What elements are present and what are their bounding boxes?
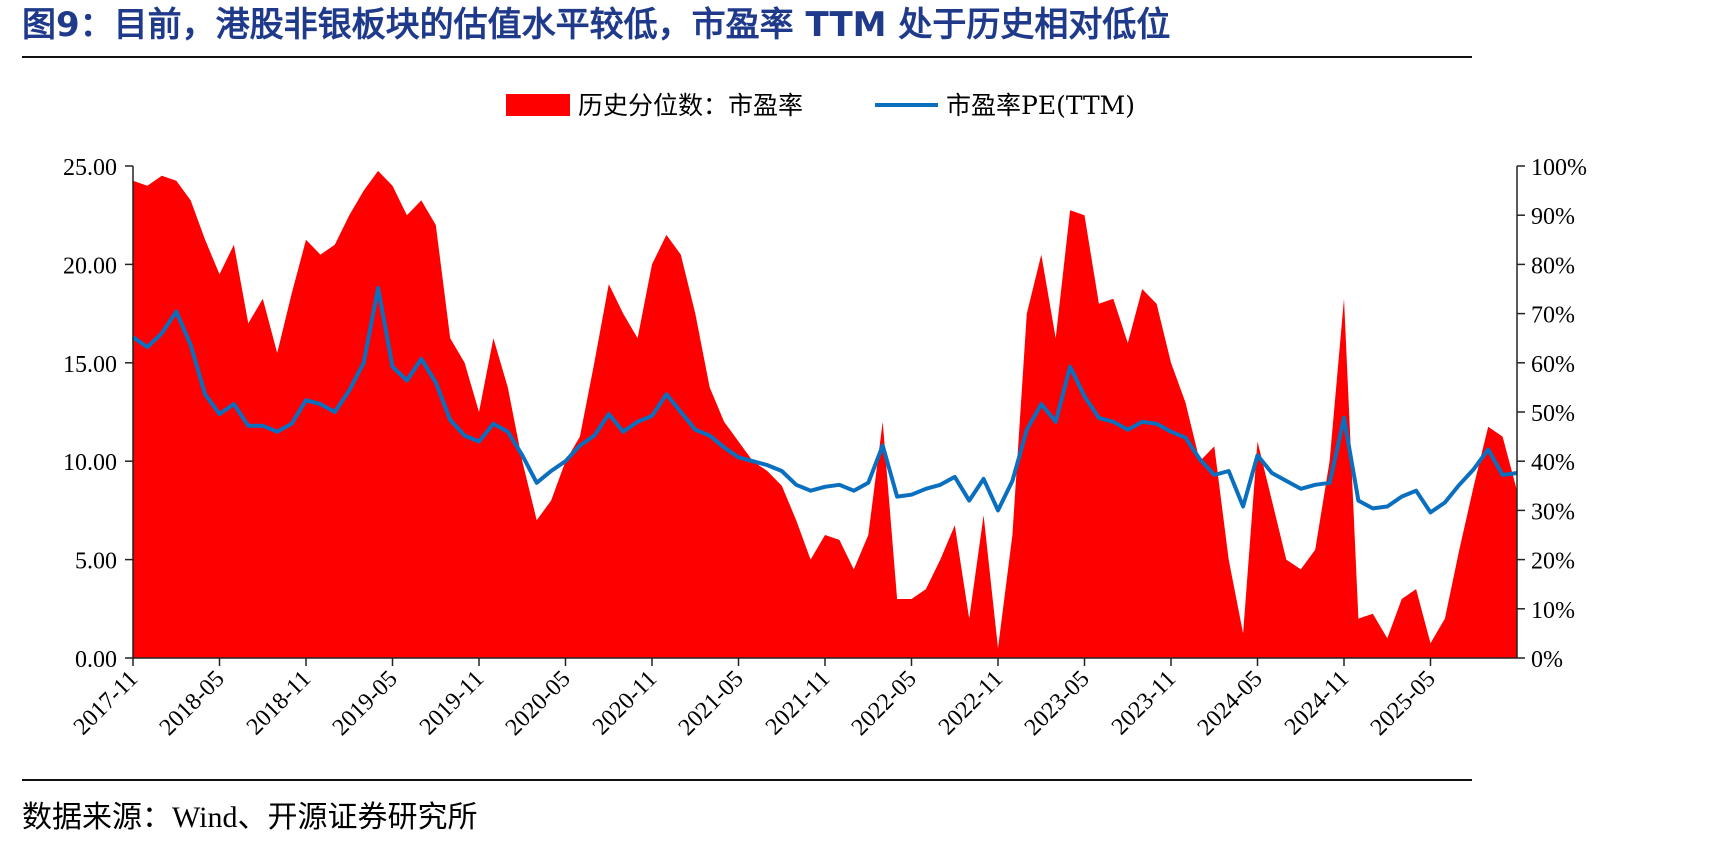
legend-swatch-percentile (506, 94, 570, 116)
right-tick-label: 60% (1531, 352, 1575, 378)
footer-divider (22, 779, 1472, 781)
x-tick-label: 2018-11 (242, 666, 316, 740)
x-tick-label: 2020-11 (588, 666, 662, 740)
right-tick-label: 40% (1531, 450, 1575, 476)
x-tick-label: 2024-11 (1280, 666, 1354, 740)
x-tick-label: 2017-11 (69, 666, 143, 740)
x-tick-label: 2019-11 (415, 666, 489, 740)
x-tick-label: 2020-05 (501, 666, 576, 741)
left-tick-label: 15.00 (63, 352, 117, 378)
x-tick-label: 2022-05 (847, 666, 922, 741)
legend-label-percentile: 历史分位数：市盈率 (578, 91, 803, 120)
x-tick-label: 2019-05 (328, 666, 403, 741)
x-tick-label: 2021-11 (761, 666, 835, 740)
legend: 历史分位数：市盈率 市盈率PE(TTM) (506, 91, 1135, 120)
x-tick-label: 2018-05 (155, 666, 230, 741)
right-tick-label: 10% (1531, 598, 1575, 624)
right-tick-label: 0% (1531, 647, 1563, 673)
x-tick-label: 2025-05 (1366, 666, 1441, 741)
chart: 历史分位数：市盈率 市盈率PE(TTM) 0.00 5.00 10.00 15.00 2… (63, 91, 1587, 741)
left-tick-label: 0.00 (75, 647, 117, 673)
left-tick-label: 5.00 (75, 549, 117, 575)
left-tick-label: 10.00 (63, 450, 117, 476)
chart-title: 图9：目前，港股非银板块的估值水平较低，市盈率 TTM 处于历史相对低位 (22, 5, 1171, 45)
right-tick-label: 70% (1531, 303, 1575, 329)
x-axis: 2017-11 2018-05 2018-11 2019-05 2019-11 2020-… (69, 658, 1441, 741)
x-tick-label: 2022-11 (934, 666, 1008, 740)
right-tick-label: 80% (1531, 253, 1575, 279)
x-tick-label: 2023-11 (1107, 666, 1181, 740)
x-tick-label: 2023-05 (1020, 666, 1095, 741)
right-y-axis: 0% 10% 20% 30% 40% 50% 60% 70% 80% 90% 100% (1517, 155, 1587, 673)
right-tick-label: 20% (1531, 549, 1575, 575)
left-tick-label: 25.00 (63, 155, 117, 181)
source-note: 数据来源：Wind、开源证券研究所 (22, 801, 478, 834)
title-divider (22, 56, 1472, 58)
right-tick-label: 50% (1531, 401, 1575, 427)
right-tick-label: 30% (1531, 499, 1575, 525)
percentile-area (133, 170, 1517, 658)
pe-ttm-line (131, 286, 1518, 515)
legend-label-pe: 市盈率PE(TTM) (946, 91, 1135, 120)
x-tick-label: 2024-05 (1193, 666, 1268, 741)
left-y-axis: 0.00 5.00 10.00 15.00 20.00 25.00 (63, 155, 133, 673)
left-tick-label: 20.00 (63, 253, 117, 279)
x-tick-label: 2021-05 (674, 666, 749, 741)
right-tick-label: 90% (1531, 204, 1575, 230)
right-tick-label: 100% (1531, 155, 1587, 181)
